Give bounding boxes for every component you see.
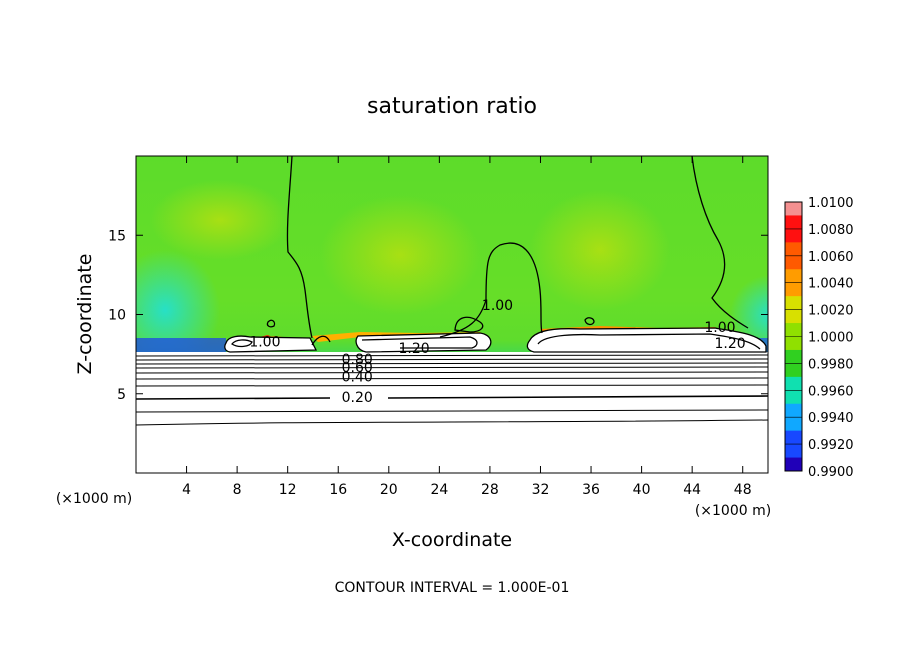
y-axis-title: Z-coordinate	[74, 254, 96, 375]
x-tick-label: 28	[481, 482, 499, 498]
colorbar-label: 0.9920	[808, 438, 854, 453]
colorbar-swatch	[785, 376, 802, 391]
colorbar-swatch	[785, 444, 802, 459]
colorbar-swatch	[785, 457, 802, 472]
contour-lines-lower	[136, 354, 768, 426]
x-tick-label: 44	[683, 482, 701, 498]
contour-labels: 1.00 1.200.800.600.400.201.001.001.20	[249, 298, 745, 406]
contour-label: 0.60	[342, 360, 373, 376]
x-tick-label: 36	[582, 482, 600, 498]
x-axis: 4 8 12 16 20 24 28 32 36 40 44 48	[182, 156, 752, 498]
colorbar-swatch	[785, 269, 802, 284]
x-tick-label: 48	[734, 482, 752, 498]
colorbar-label: 0.9980	[808, 357, 854, 372]
colorbar-swatch	[785, 215, 802, 230]
contour-label: 1.20	[714, 336, 745, 352]
x-tick-label: 16	[329, 482, 347, 498]
x-tick-label: 12	[279, 482, 297, 498]
yellow-region-3	[530, 190, 670, 310]
colorbar-swatch	[785, 336, 802, 351]
x-unit-right: (×1000 m)	[695, 503, 771, 519]
y-tick-label: 15	[108, 228, 126, 244]
colorbar-label: 1.0020	[808, 304, 854, 319]
x-tick-label: 40	[633, 482, 651, 498]
y-axis: 5 10 15	[108, 228, 768, 403]
yellow-region-2	[320, 195, 480, 315]
x-tick-label: 20	[380, 482, 398, 498]
contour-label: 0.20	[342, 390, 373, 406]
x-tick-label: 4	[182, 482, 191, 498]
colorbar-swatch	[785, 403, 802, 418]
colorbar: 1.0100 1.0080 1.0060 1.0040 1.0020 1.0000 0.99…	[784, 196, 854, 480]
contour-label: 0.40	[342, 369, 373, 385]
y-tick-label: 10	[108, 308, 126, 324]
chart-title: saturation ratio	[367, 94, 537, 119]
colorbar-label: 1.0080	[808, 223, 854, 238]
colorbar-label: 0.9960	[808, 384, 854, 399]
contour-label: 0.80	[342, 352, 373, 368]
yellow-region-1	[150, 180, 290, 260]
colorbar-swatch	[785, 202, 802, 216]
y-tick-label: 5	[117, 387, 126, 403]
colorbar-swatch	[785, 390, 802, 405]
colorbar-swatch	[785, 242, 802, 257]
lower-region	[136, 352, 768, 473]
contour-label: 1.00	[482, 298, 513, 314]
x-tick-label: 32	[532, 482, 550, 498]
colorbar-label: 1.0000	[808, 331, 854, 346]
colorbar-swatch	[785, 228, 802, 243]
colorbar-swatch	[785, 309, 802, 324]
colorbar-label: 0.9900	[808, 465, 854, 480]
x-tick-label: 24	[430, 482, 448, 498]
contour-interval-text: CONTOUR INTERVAL = 1.000E-01	[335, 580, 570, 596]
contour-label: 1.00	[249, 334, 280, 350]
colorbar-swatch	[785, 255, 802, 270]
contour-label: 1.20	[398, 341, 429, 357]
colorbar-label: 1.0060	[808, 250, 854, 265]
colorbar-swatch	[785, 417, 802, 432]
colorbar-label: 1.0040	[808, 277, 854, 292]
colorbar-swatch	[785, 363, 802, 378]
colorbar-swatch	[785, 349, 802, 364]
blue-band	[136, 338, 226, 352]
colorbar-swatch	[785, 323, 802, 337]
colorbar-label: 1.0100	[808, 196, 854, 211]
colorbar-label: 0.9940	[808, 411, 854, 426]
contour-label: 1.00	[704, 320, 735, 336]
colorbar-swatch	[785, 282, 802, 297]
contour-lines-cloud	[224, 156, 767, 353]
x-axis-title: X-coordinate	[392, 529, 512, 551]
x-tick-label: 8	[233, 482, 242, 498]
colorbar-swatch	[785, 296, 802, 311]
x-unit-left: (×1000 m)	[56, 491, 132, 507]
colorbar-swatch	[785, 430, 802, 445]
plot-area: 1.00 1.200.800.600.400.201.001.001.20	[136, 156, 768, 473]
